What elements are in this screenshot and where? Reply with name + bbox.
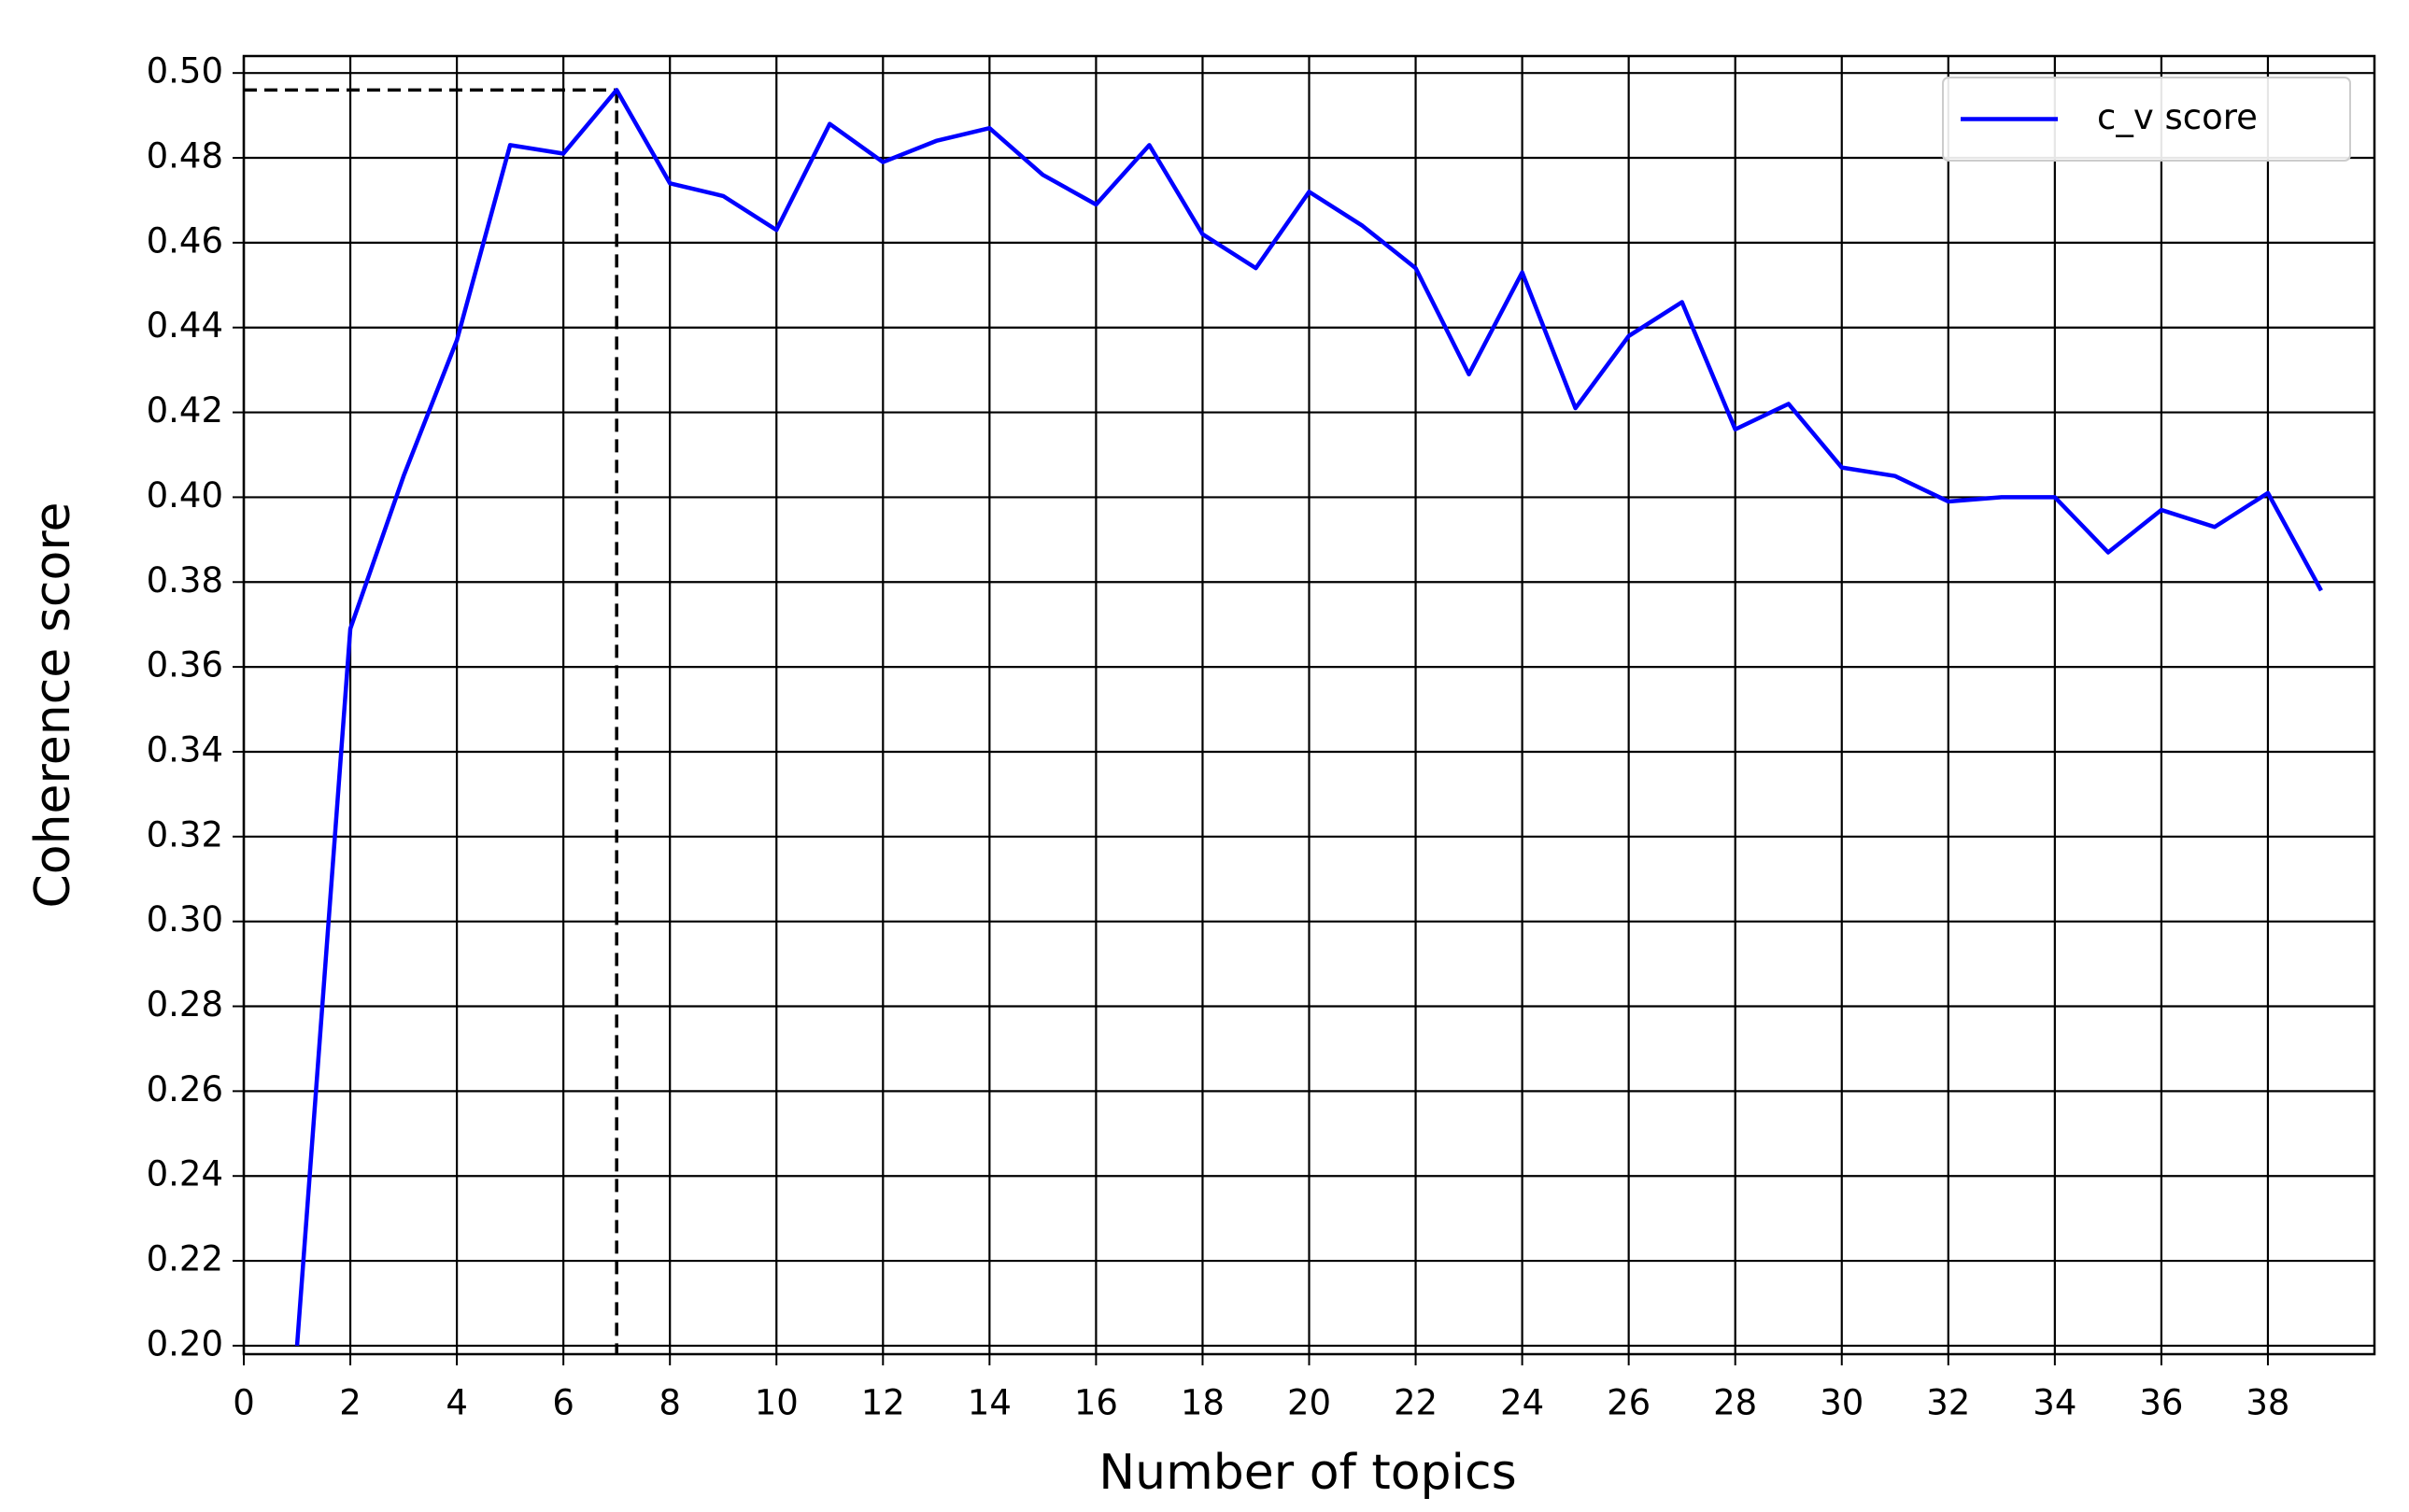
- x-tick-label: 12: [861, 1383, 905, 1423]
- y-tick-label: 0.38: [147, 560, 223, 601]
- y-tick-label: 0.40: [147, 475, 223, 516]
- y-tick-label: 0.32: [147, 814, 223, 855]
- y-tick-label: 0.48: [147, 136, 223, 177]
- x-tick-label: 6: [552, 1383, 574, 1423]
- y-tick-label: 0.44: [147, 305, 223, 346]
- x-tick-label: 22: [1394, 1383, 1438, 1423]
- x-tick-label: 14: [968, 1383, 1012, 1423]
- legend-label: c_v score: [2097, 97, 2258, 137]
- x-tick-label: 32: [1926, 1383, 1970, 1423]
- x-tick-label: 24: [1500, 1383, 1544, 1423]
- plot-frame: [242, 54, 2376, 1356]
- x-tick-label: 2: [339, 1383, 361, 1423]
- legend-box: [1942, 77, 2351, 162]
- x-tick-label: 0: [233, 1383, 255, 1423]
- x-tick-label: 18: [1181, 1383, 1225, 1423]
- data-line: [294, 88, 2323, 1347]
- y-tick-label: 0.42: [147, 390, 223, 431]
- x-axis-label: Number of topics: [1098, 1445, 1516, 1501]
- x-tick-label: 34: [2033, 1383, 2076, 1423]
- y-axis-label: Coherence score: [25, 502, 81, 908]
- x-tick-label: 38: [2246, 1383, 2289, 1423]
- y-tick-label: 0.46: [147, 220, 223, 261]
- x-tick-label: 10: [755, 1383, 799, 1423]
- y-tick-label: 0.22: [147, 1239, 223, 1279]
- x-tick-label: 4: [446, 1383, 468, 1423]
- y-tick-label: 0.26: [147, 1069, 223, 1109]
- y-tick-label: 0.20: [147, 1323, 223, 1364]
- x-tick-label: 8: [659, 1383, 681, 1423]
- x-tick-label: 16: [1074, 1383, 1118, 1423]
- y-tick-label: 0.24: [147, 1154, 223, 1194]
- x-tick-label: 20: [1287, 1383, 1331, 1423]
- y-tick-label: 0.34: [147, 729, 223, 770]
- x-tick-label: 26: [1607, 1383, 1651, 1423]
- x-tick-label: 28: [1713, 1383, 1757, 1423]
- y-tick-label: 0.50: [147, 51, 223, 92]
- x-tick-label: 30: [1820, 1383, 1863, 1423]
- y-tick-label: 0.30: [147, 899, 223, 940]
- y-tick-label: 0.36: [147, 645, 223, 685]
- x-tick-label: 36: [2139, 1383, 2183, 1423]
- y-tick-label: 0.28: [147, 984, 223, 1024]
